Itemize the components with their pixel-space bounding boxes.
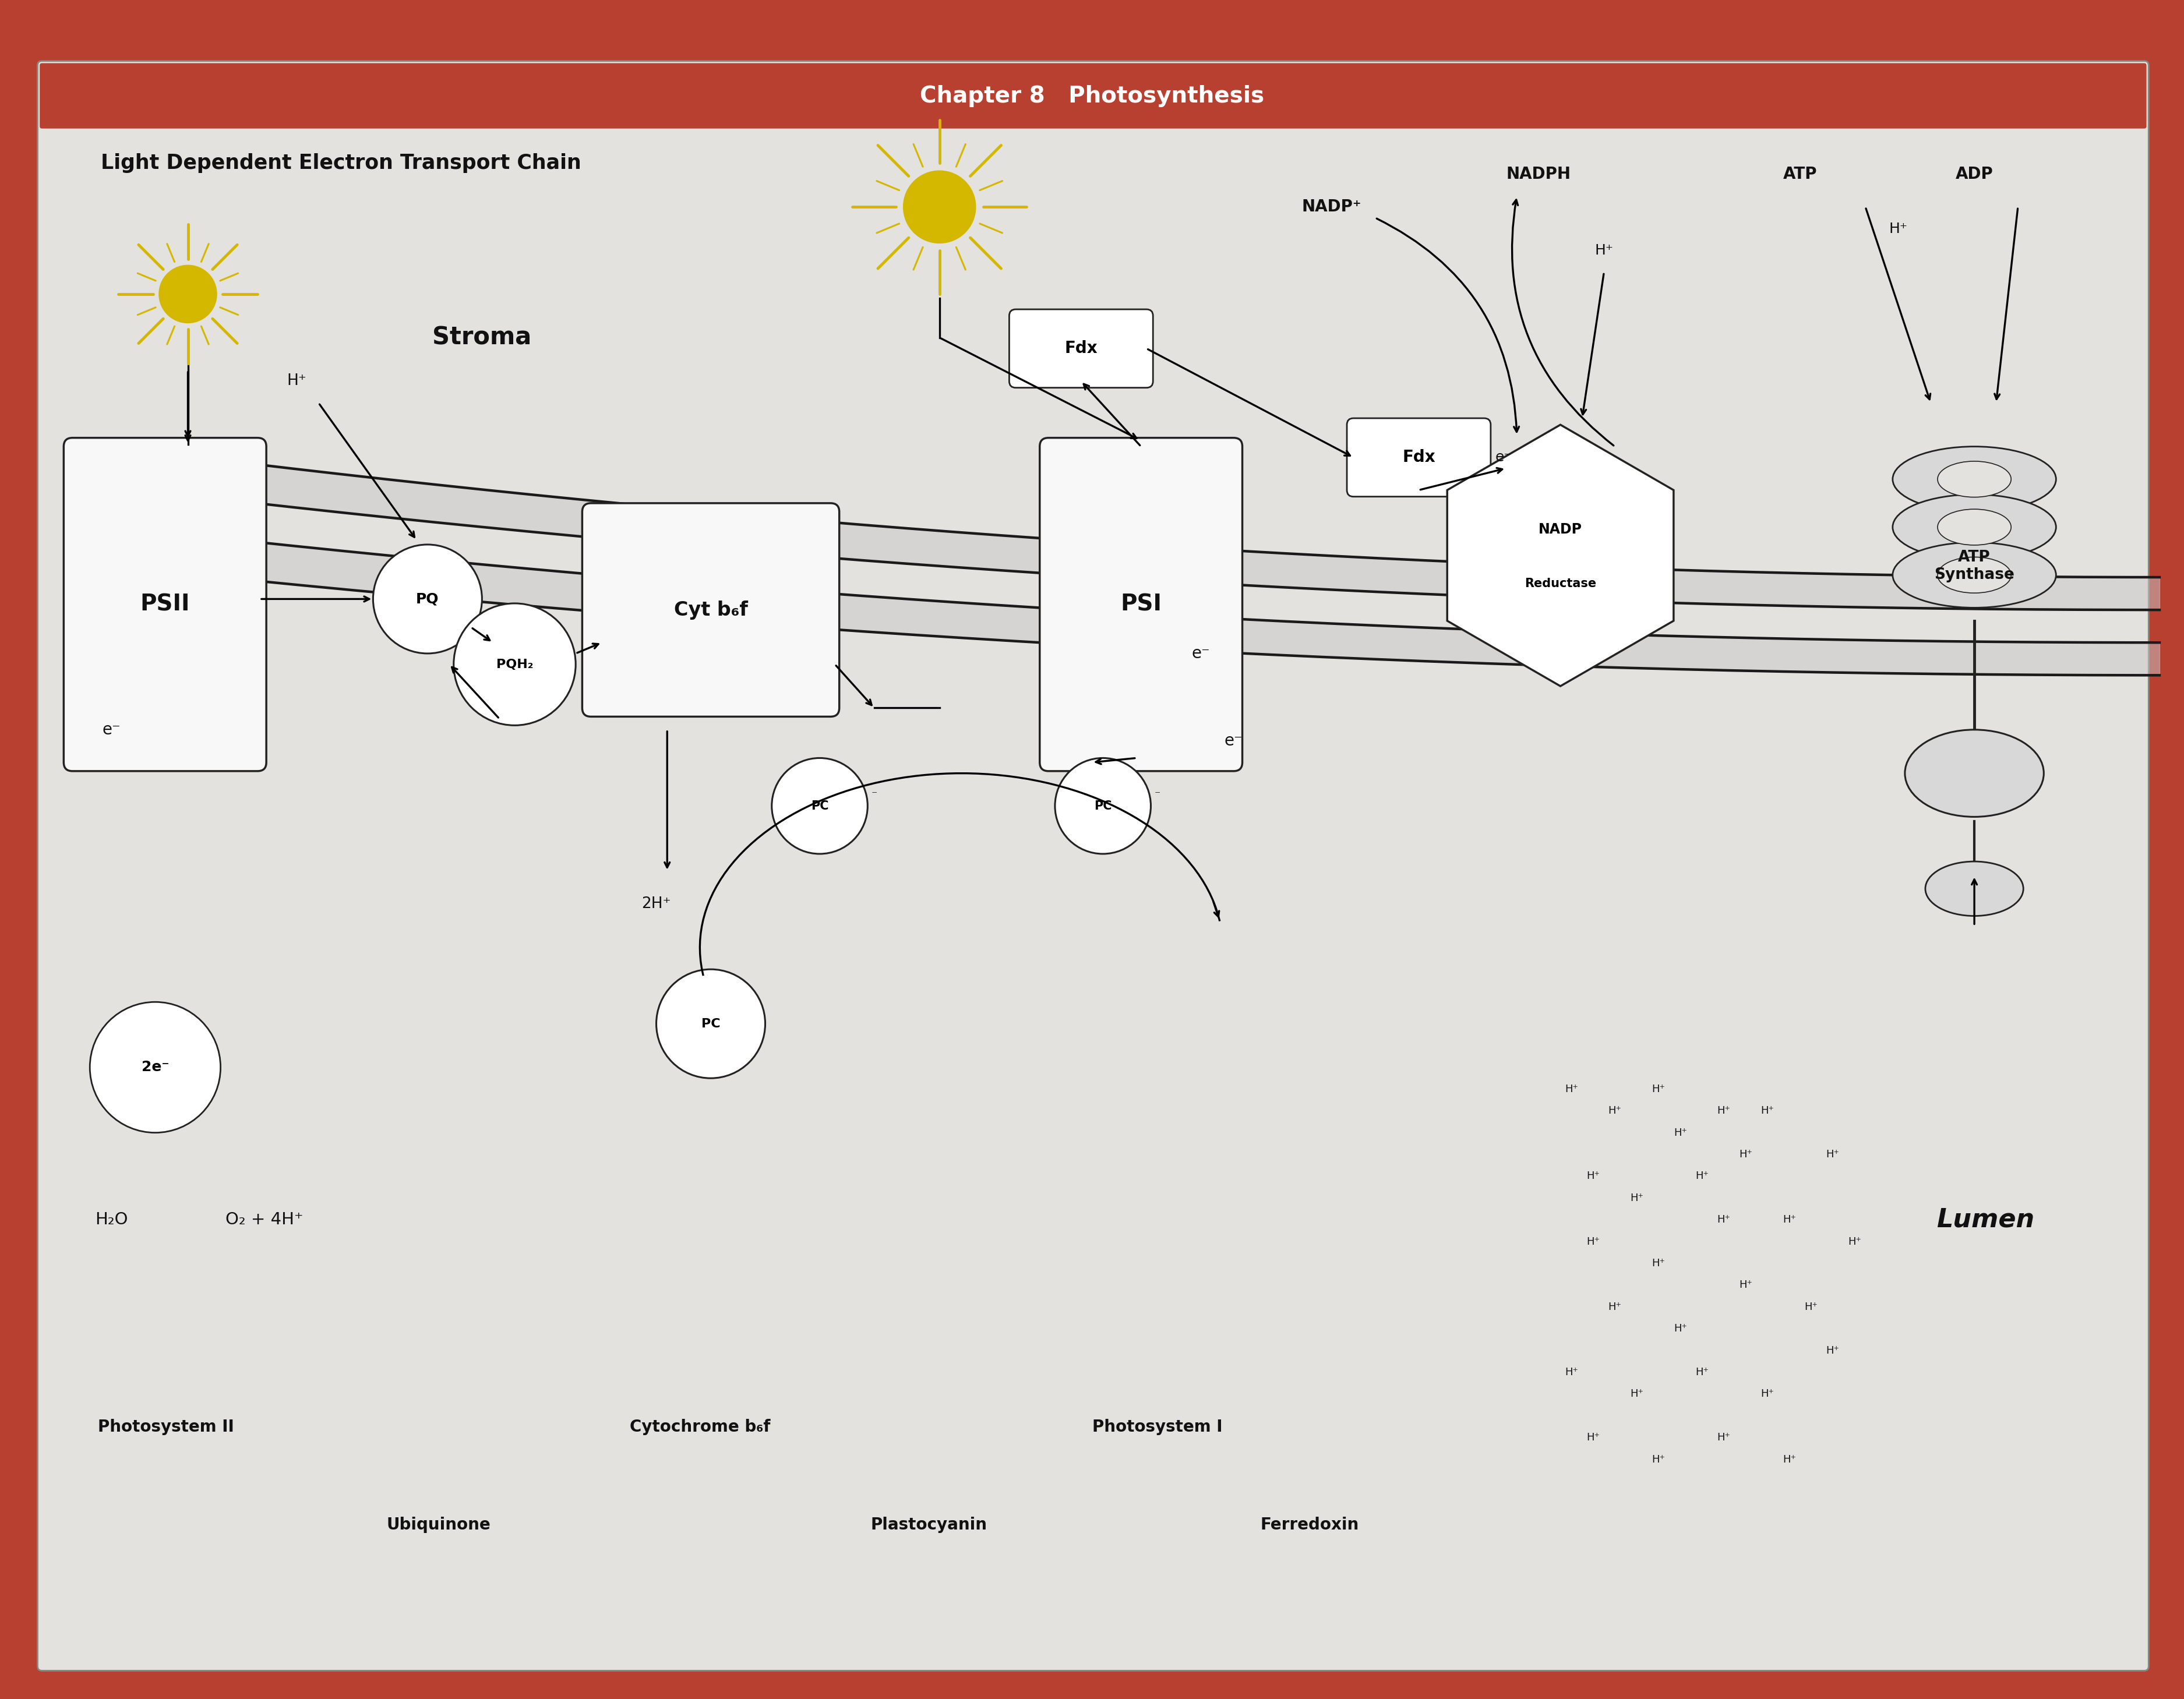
Text: H⁺: H⁺	[1760, 1106, 1773, 1116]
Text: Cytochrome b₆f: Cytochrome b₆f	[629, 1419, 771, 1436]
Text: H⁺: H⁺	[1717, 1106, 1730, 1116]
Text: NADPH: NADPH	[1507, 167, 1570, 182]
Text: H⁺: H⁺	[1826, 1346, 1839, 1356]
Ellipse shape	[1904, 729, 2044, 817]
Text: H⁺: H⁺	[1826, 1149, 1839, 1160]
Circle shape	[159, 265, 216, 323]
Text: H⁺: H⁺	[1673, 1324, 1686, 1334]
Ellipse shape	[1926, 861, 2022, 916]
Text: PC: PC	[810, 800, 828, 812]
Text: H⁺: H⁺	[1804, 1301, 1817, 1312]
Text: Cyt b₆f: Cyt b₆f	[675, 600, 747, 620]
Text: H⁺: H⁺	[1760, 1388, 1773, 1400]
Text: NADP: NADP	[1538, 522, 1581, 537]
Text: H⁺: H⁺	[1629, 1193, 1642, 1203]
Ellipse shape	[1894, 542, 2055, 608]
Text: H⁺: H⁺	[286, 374, 306, 389]
Text: H⁺: H⁺	[1594, 243, 1614, 258]
Circle shape	[1055, 758, 1151, 855]
Text: H⁺: H⁺	[1564, 1368, 1579, 1378]
Text: e⁻: e⁻	[1496, 450, 1511, 464]
Text: PQH₂: PQH₂	[496, 659, 533, 669]
Ellipse shape	[1894, 447, 2055, 511]
Text: ATP: ATP	[1782, 167, 1817, 182]
Text: ⁻: ⁻	[871, 790, 878, 800]
Text: H⁺: H⁺	[1586, 1237, 1599, 1247]
Text: Photosystem I: Photosystem I	[1092, 1419, 1223, 1436]
Text: e⁻: e⁻	[1225, 732, 1243, 749]
Text: Light Dependent Electron Transport Chain: Light Dependent Electron Transport Chain	[100, 153, 581, 173]
Circle shape	[771, 758, 867, 855]
Ellipse shape	[1937, 460, 2011, 498]
Text: e⁻: e⁻	[1192, 646, 1210, 661]
FancyBboxPatch shape	[1348, 418, 1492, 496]
Circle shape	[90, 1002, 221, 1133]
Text: PSII: PSII	[140, 593, 190, 615]
Text: PC: PC	[1094, 800, 1112, 812]
FancyBboxPatch shape	[1009, 309, 1153, 387]
FancyBboxPatch shape	[37, 61, 2149, 1670]
Text: H⁺: H⁺	[1782, 1454, 1795, 1465]
Text: PQ: PQ	[415, 591, 439, 607]
Circle shape	[454, 603, 577, 725]
Text: Ferredoxin: Ferredoxin	[1260, 1517, 1358, 1532]
Text: H⁺: H⁺	[1848, 1237, 1861, 1247]
Text: PC: PC	[701, 1018, 721, 1030]
Text: H⁺: H⁺	[1651, 1259, 1664, 1269]
Ellipse shape	[1937, 510, 2011, 545]
Text: Reductase: Reductase	[1524, 578, 1597, 590]
Text: H₂O: H₂O	[96, 1211, 129, 1228]
Text: 2e⁻: 2e⁻	[142, 1060, 168, 1074]
Text: H⁺: H⁺	[1695, 1171, 1708, 1181]
Text: 2H⁺: 2H⁺	[642, 897, 670, 912]
Text: e⁻: e⁻	[103, 722, 120, 737]
Text: H⁺: H⁺	[1651, 1454, 1664, 1465]
Text: Fdx: Fdx	[1402, 449, 1435, 466]
Text: Ubiquinone: Ubiquinone	[387, 1517, 491, 1532]
Text: H⁺: H⁺	[1564, 1084, 1579, 1094]
Text: NADP⁺: NADP⁺	[1302, 199, 1361, 216]
Text: H⁺: H⁺	[1738, 1279, 1752, 1290]
Text: H⁺: H⁺	[1717, 1432, 1730, 1442]
Text: PSI: PSI	[1120, 593, 1162, 615]
FancyBboxPatch shape	[39, 63, 2147, 129]
Text: H⁺: H⁺	[1782, 1215, 1795, 1225]
Text: O₂ + 4H⁺: O₂ + 4H⁺	[225, 1211, 304, 1228]
Text: ADP: ADP	[1955, 167, 1994, 182]
Text: ATP
Synthase: ATP Synthase	[1935, 550, 2014, 583]
Circle shape	[655, 970, 764, 1079]
Text: Stroma: Stroma	[432, 326, 531, 350]
Text: H⁺: H⁺	[1651, 1084, 1664, 1094]
Polygon shape	[1448, 425, 1673, 686]
Text: H⁺: H⁺	[1738, 1149, 1752, 1160]
Text: H⁺: H⁺	[1607, 1106, 1621, 1116]
Text: Fdx: Fdx	[1064, 340, 1099, 357]
Text: H⁺: H⁺	[1629, 1388, 1642, 1400]
Text: Lumen: Lumen	[1937, 1208, 2033, 1232]
Text: H⁺: H⁺	[1586, 1432, 1599, 1442]
Text: ⁻: ⁻	[1155, 790, 1160, 800]
Text: H⁺: H⁺	[1586, 1171, 1599, 1181]
Text: H⁺: H⁺	[1695, 1368, 1708, 1378]
Text: H⁺: H⁺	[1889, 223, 1907, 236]
Text: H⁺: H⁺	[1607, 1301, 1621, 1312]
Text: Photosystem II: Photosystem II	[98, 1419, 234, 1436]
Ellipse shape	[1937, 557, 2011, 593]
Text: H⁺: H⁺	[1717, 1215, 1730, 1225]
FancyBboxPatch shape	[63, 438, 266, 771]
FancyBboxPatch shape	[1040, 438, 1243, 771]
Text: H⁺: H⁺	[1673, 1128, 1686, 1138]
Ellipse shape	[1894, 494, 2055, 559]
Text: Plastocyanin: Plastocyanin	[871, 1517, 987, 1532]
Circle shape	[373, 545, 483, 654]
Text: Chapter 8   Photosynthesis: Chapter 8 Photosynthesis	[919, 85, 1265, 107]
FancyBboxPatch shape	[583, 503, 839, 717]
Circle shape	[902, 170, 976, 243]
